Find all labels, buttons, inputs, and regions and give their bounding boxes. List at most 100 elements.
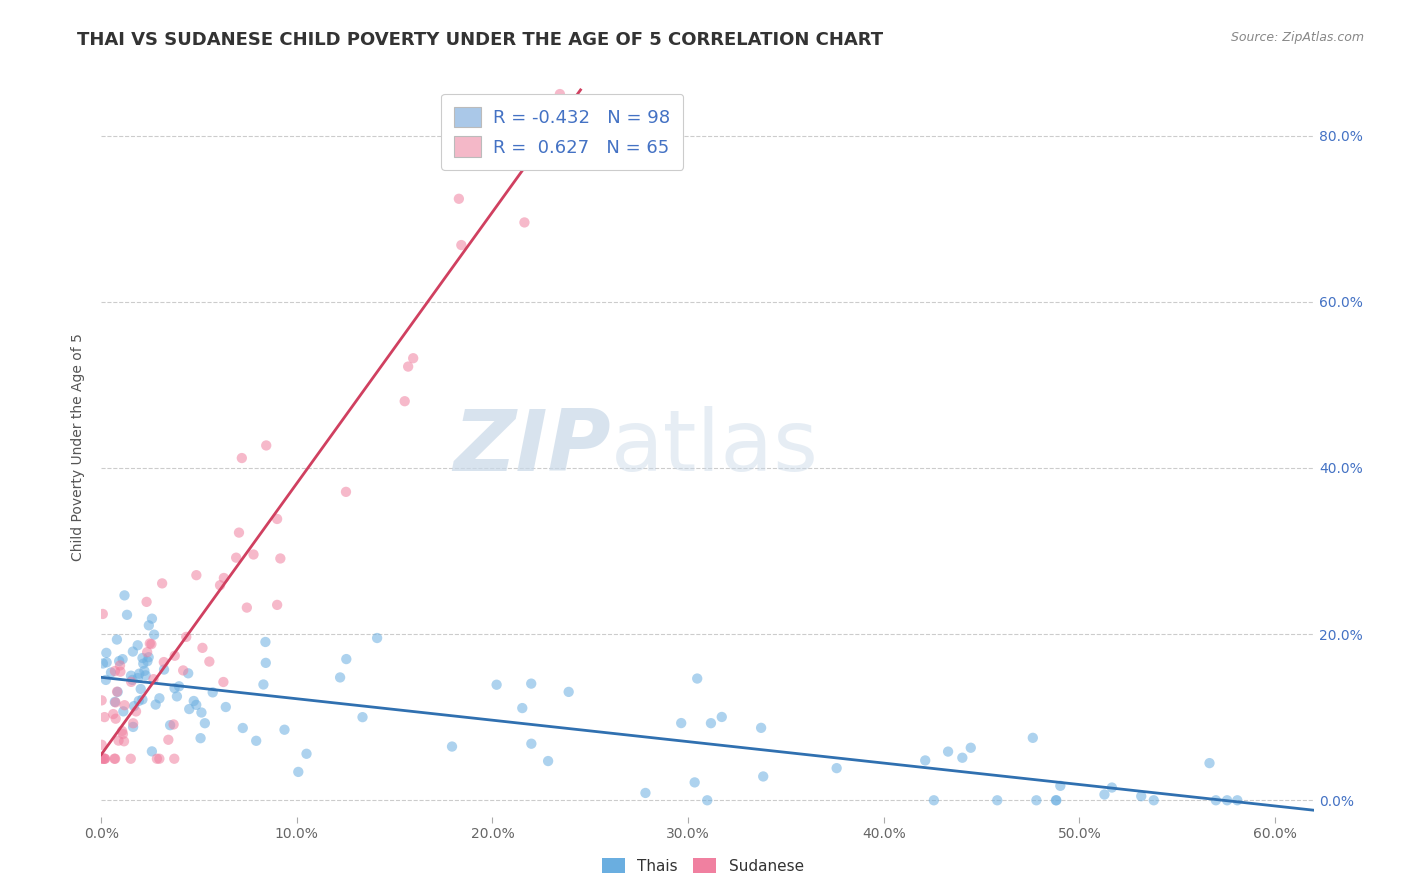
- Point: [107, 685, 129, 699]
- Point: [335, 484, 357, 499]
- Point: [242, 548, 264, 562]
- Point: [1022, 731, 1045, 745]
- Point: [1045, 793, 1067, 807]
- Point: [686, 672, 709, 686]
- Point: [190, 706, 212, 720]
- Point: [166, 690, 188, 704]
- Point: [136, 645, 159, 659]
- Point: [914, 754, 936, 768]
- Point: [148, 691, 170, 706]
- Point: [1216, 793, 1239, 807]
- Point: [90, 752, 112, 766]
- Point: [153, 655, 176, 669]
- Point: [198, 655, 221, 669]
- Point: [138, 650, 160, 665]
- Point: [141, 744, 163, 758]
- Text: ZIP: ZIP: [453, 406, 610, 489]
- Point: [141, 612, 163, 626]
- Point: [1226, 793, 1249, 807]
- Point: [254, 635, 277, 649]
- Point: [1094, 788, 1116, 802]
- Point: [1049, 779, 1071, 793]
- Point: [191, 640, 214, 655]
- Point: [93, 710, 115, 724]
- Point: [287, 764, 309, 779]
- Point: [950, 750, 973, 764]
- Point: [520, 676, 543, 690]
- Point: [112, 734, 135, 748]
- Point: [485, 678, 508, 692]
- Point: [215, 700, 238, 714]
- Point: [163, 681, 186, 696]
- Point: [91, 752, 114, 766]
- Text: Source: ZipAtlas.com: Source: ZipAtlas.com: [1230, 31, 1364, 45]
- Point: [131, 692, 153, 706]
- Point: [266, 598, 288, 612]
- Point: [1198, 756, 1220, 771]
- Point: [122, 699, 145, 714]
- Point: [254, 438, 277, 452]
- Point: [959, 740, 981, 755]
- Point: [94, 673, 117, 687]
- Point: [1130, 789, 1153, 804]
- Point: [111, 724, 134, 739]
- Point: [450, 238, 472, 252]
- Point: [212, 571, 235, 585]
- Point: [108, 654, 131, 668]
- Point: [634, 786, 657, 800]
- Point: [186, 698, 208, 712]
- Point: [447, 192, 470, 206]
- Point: [700, 716, 723, 731]
- Point: [520, 737, 543, 751]
- Point: [90, 738, 112, 752]
- Point: [335, 652, 357, 666]
- Point: [108, 658, 131, 673]
- Point: [136, 654, 159, 668]
- Point: [91, 607, 114, 621]
- Point: [537, 754, 560, 768]
- Point: [93, 752, 115, 766]
- Point: [201, 685, 224, 699]
- Point: [231, 451, 253, 466]
- Point: [127, 671, 149, 685]
- Point: [143, 627, 166, 641]
- Point: [107, 733, 129, 747]
- Point: [177, 666, 200, 681]
- Point: [749, 721, 772, 735]
- Point: [139, 636, 162, 650]
- Point: [1025, 793, 1047, 807]
- Point: [153, 663, 176, 677]
- Point: [122, 716, 145, 731]
- Point: [228, 525, 250, 540]
- Point: [825, 761, 848, 775]
- Point: [1101, 780, 1123, 795]
- Point: [150, 576, 173, 591]
- Point: [134, 664, 156, 678]
- Point: [114, 588, 136, 602]
- Point: [125, 705, 148, 719]
- Point: [394, 394, 416, 409]
- Point: [120, 674, 142, 689]
- Point: [120, 752, 142, 766]
- Point: [93, 752, 115, 766]
- Point: [122, 644, 145, 658]
- Point: [252, 677, 274, 691]
- Point: [115, 607, 138, 622]
- Point: [557, 685, 579, 699]
- Point: [132, 657, 155, 671]
- Point: [174, 630, 197, 644]
- Point: [96, 646, 118, 660]
- Point: [683, 775, 706, 789]
- Point: [269, 551, 291, 566]
- Text: atlas: atlas: [610, 406, 818, 489]
- Point: [172, 664, 194, 678]
- Point: [696, 793, 718, 807]
- Point: [159, 718, 181, 732]
- Point: [148, 752, 170, 766]
- Point: [114, 698, 136, 713]
- Point: [225, 550, 247, 565]
- Point: [94, 752, 117, 766]
- Point: [352, 710, 374, 724]
- Point: [112, 705, 135, 719]
- Point: [138, 618, 160, 632]
